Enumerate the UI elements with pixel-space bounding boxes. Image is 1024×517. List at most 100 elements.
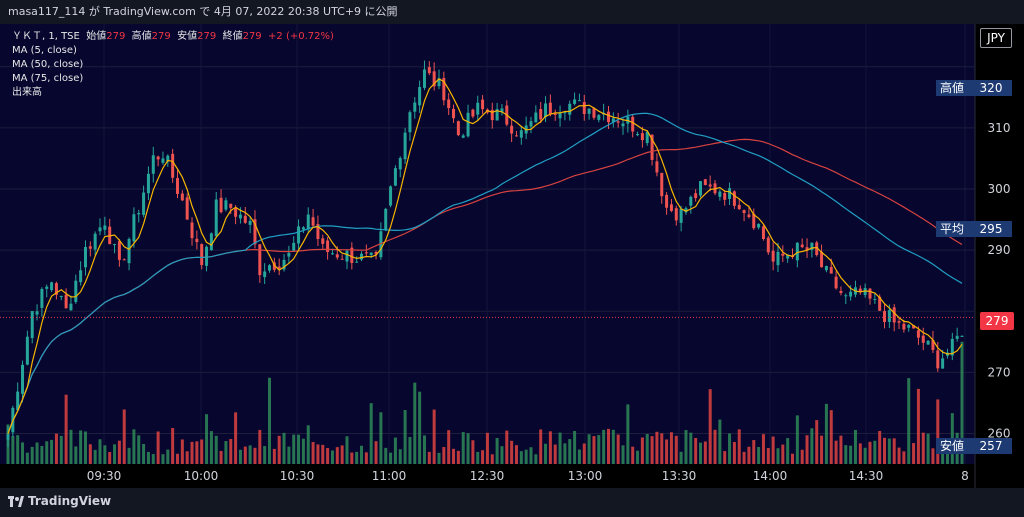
volume-bar bbox=[301, 438, 305, 464]
volume-bar bbox=[151, 454, 155, 464]
low-price-label: 安値 257 bbox=[936, 438, 1012, 454]
candle-body bbox=[669, 204, 673, 211]
open-value: 279 bbox=[106, 31, 126, 42]
volume-bar bbox=[694, 437, 698, 464]
volume-bar bbox=[316, 444, 320, 464]
volume-bar bbox=[592, 436, 596, 464]
candle-body bbox=[495, 109, 499, 121]
volume-bar bbox=[185, 451, 189, 464]
volume-bar bbox=[839, 435, 843, 464]
volume-bar bbox=[103, 445, 107, 464]
volume-bar bbox=[335, 447, 339, 464]
legend-ma50[interactable]: MA (50, close) bbox=[12, 59, 84, 70]
price-chart[interactable]: 260 270 290 300 310 09:30 10:00 10:30 11:00 12:3… bbox=[0, 24, 1024, 488]
volume-bar bbox=[418, 391, 422, 464]
candle-body bbox=[258, 244, 262, 276]
open-label: 始値 bbox=[86, 31, 107, 42]
price-axis bbox=[975, 24, 1024, 488]
volume-bar bbox=[805, 435, 809, 464]
candle-body bbox=[200, 244, 204, 266]
x-tick-label: 10:30 bbox=[280, 469, 315, 483]
candle-body bbox=[16, 391, 20, 411]
volume-bar bbox=[137, 435, 141, 464]
candle-body bbox=[238, 214, 242, 219]
candle-body bbox=[539, 109, 543, 120]
volume-bar bbox=[703, 441, 707, 464]
volume-bar bbox=[292, 434, 296, 464]
volume-bar bbox=[21, 442, 25, 464]
volume-bar bbox=[461, 432, 465, 464]
candle-body bbox=[955, 335, 959, 339]
volume-bar bbox=[108, 451, 112, 464]
volume-bar bbox=[820, 435, 824, 464]
volume-bar bbox=[214, 435, 218, 464]
volume-bar bbox=[912, 443, 916, 464]
candle-body bbox=[723, 192, 727, 200]
y-tick-label: 290 bbox=[988, 243, 1011, 257]
volume-bar bbox=[573, 430, 577, 464]
high-price-label: 高値 320 bbox=[936, 80, 1012, 96]
volume-bar bbox=[849, 445, 853, 464]
volume-bar bbox=[616, 434, 620, 464]
volume-bar bbox=[597, 435, 601, 464]
volume-bar bbox=[611, 429, 615, 464]
legend-ma5[interactable]: MA (5, close) bbox=[12, 45, 77, 56]
volume-bar bbox=[447, 430, 451, 464]
candle-body bbox=[64, 294, 68, 309]
volume-bar bbox=[326, 447, 330, 464]
volume-bar bbox=[268, 377, 272, 464]
legend-volume[interactable]: 出来高 bbox=[12, 87, 42, 98]
candle-body bbox=[839, 290, 843, 293]
candle-body bbox=[253, 219, 257, 245]
x-tick-label: 13:30 bbox=[662, 469, 697, 483]
candle-body bbox=[684, 208, 688, 213]
candle-body bbox=[883, 311, 887, 323]
volume-bar bbox=[548, 431, 552, 464]
candle-body bbox=[631, 116, 635, 132]
candle-body bbox=[708, 184, 712, 187]
candle-body bbox=[573, 99, 577, 104]
candle-body bbox=[737, 204, 741, 210]
volume-bar bbox=[902, 451, 906, 464]
candle-body bbox=[393, 168, 397, 186]
volume-bar bbox=[863, 447, 867, 464]
candle-body bbox=[805, 247, 809, 251]
candle-body bbox=[282, 259, 286, 270]
volume-bar bbox=[887, 438, 891, 464]
candle-body bbox=[500, 108, 504, 113]
volume-bar bbox=[427, 451, 431, 464]
volume-bar bbox=[781, 444, 785, 464]
candle-body bbox=[268, 265, 272, 271]
volume-bar bbox=[747, 446, 751, 464]
candle-body bbox=[93, 233, 97, 250]
candle-body bbox=[621, 123, 625, 127]
candle-body bbox=[311, 217, 315, 226]
candle-body bbox=[398, 158, 402, 170]
chart-legend: ＹＫＴ, 1, TSE 始値279 高値279 安値279 終値279 +2 (… bbox=[12, 30, 334, 100]
candle-body bbox=[694, 193, 698, 199]
volume-bar bbox=[868, 441, 872, 464]
legend-ma75[interactable]: MA (75, close) bbox=[12, 73, 84, 84]
candle-body bbox=[50, 282, 54, 291]
volume-bar bbox=[568, 439, 572, 464]
candle-body bbox=[224, 200, 228, 210]
candle-body bbox=[6, 433, 10, 440]
low-label: 安値 bbox=[177, 31, 198, 42]
currency-button[interactable]: JPY bbox=[980, 28, 1012, 48]
volume-bar bbox=[16, 435, 20, 464]
candle-body bbox=[369, 252, 373, 255]
candle-body bbox=[292, 242, 296, 251]
volume-bar bbox=[631, 446, 635, 464]
candle-body bbox=[122, 259, 126, 261]
volume-bar bbox=[142, 443, 146, 464]
volume-bar bbox=[655, 431, 659, 464]
volume-bars bbox=[6, 341, 964, 464]
candle-body bbox=[757, 223, 761, 228]
volume-bar bbox=[258, 429, 262, 464]
candle-body bbox=[74, 280, 78, 302]
volume-bar bbox=[205, 414, 209, 464]
close-label: 終値 bbox=[222, 31, 243, 42]
low-label-text: 安値 bbox=[940, 439, 965, 453]
candle-body bbox=[926, 340, 930, 345]
candle-body bbox=[476, 102, 480, 115]
